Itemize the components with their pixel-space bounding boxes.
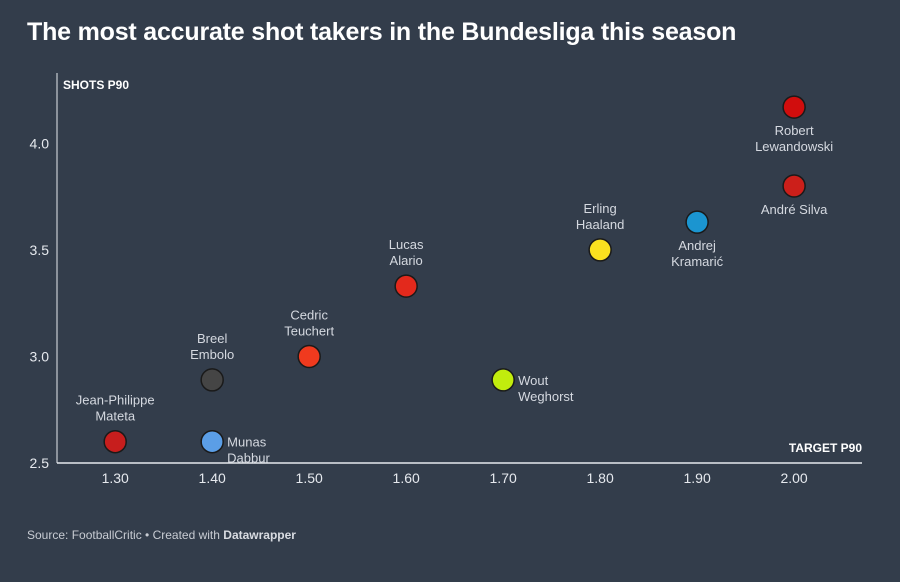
point-label: Alario bbox=[390, 253, 423, 268]
data-point[interactable] bbox=[782, 174, 806, 198]
data-point[interactable] bbox=[200, 368, 224, 392]
data-point[interactable] bbox=[782, 95, 806, 119]
axes: 2.5 3.0 3.5 4.0 1.30 1.40 1.50 1.60 1.70 1.80 1.90… bbox=[30, 73, 862, 486]
point-label: Breel bbox=[197, 331, 227, 346]
point-label: Teuchert bbox=[284, 323, 334, 338]
y-tick-label: 4.0 bbox=[30, 135, 50, 151]
point-label: Cedric bbox=[290, 307, 328, 322]
brand-link[interactable]: Datawrapper bbox=[223, 528, 296, 542]
data-points bbox=[103, 95, 806, 454]
x-tick-label: 1.80 bbox=[587, 470, 614, 486]
point-label: Lucas bbox=[389, 237, 424, 252]
data-point[interactable] bbox=[685, 210, 709, 234]
point-label: Mateta bbox=[95, 409, 136, 424]
x-tick-label: 1.90 bbox=[683, 470, 710, 486]
data-point[interactable] bbox=[588, 238, 612, 262]
point-label: Andrej bbox=[678, 238, 716, 253]
data-point[interactable] bbox=[394, 274, 418, 298]
point-label: Kramarić bbox=[671, 254, 724, 269]
x-tick-label: 2.00 bbox=[780, 470, 807, 486]
x-tick-label: 1.50 bbox=[296, 470, 323, 486]
point-label: Erling bbox=[584, 201, 617, 216]
source-text: Source: FootballCritic • Created with bbox=[27, 528, 224, 542]
point-label: Embolo bbox=[190, 347, 234, 362]
point-label: Dabbur bbox=[227, 451, 270, 466]
data-point[interactable] bbox=[200, 429, 224, 454]
x-tick-label: 1.40 bbox=[199, 470, 226, 486]
y-tick-label: 3.5 bbox=[30, 242, 50, 258]
point-label: Weghorst bbox=[518, 389, 574, 404]
y-tick-label: 2.5 bbox=[30, 455, 50, 471]
data-point[interactable] bbox=[297, 344, 321, 369]
y-axis-title: SHOTS P90 bbox=[63, 78, 129, 92]
point-label: Jean-Philippe bbox=[76, 393, 155, 408]
point-label: Haaland bbox=[576, 217, 624, 232]
x-tick-label: 1.70 bbox=[490, 470, 517, 486]
x-tick-label: 1.60 bbox=[393, 470, 420, 486]
point-label: Lewandowski bbox=[755, 139, 833, 154]
point-label: Robert bbox=[775, 123, 814, 138]
point-label: André Silva bbox=[761, 202, 828, 217]
footer: Source: FootballCritic • Created with Da… bbox=[27, 528, 296, 542]
chart-title: The most accurate shot takers in the Bun… bbox=[27, 18, 737, 46]
point-label: Wout bbox=[518, 373, 548, 388]
x-tick-label: 1.30 bbox=[102, 470, 129, 486]
x-axis-title: TARGET P90 bbox=[789, 441, 862, 455]
data-point[interactable] bbox=[103, 429, 127, 454]
y-tick-label: 3.0 bbox=[30, 348, 50, 364]
point-label: Munas bbox=[227, 435, 267, 450]
data-point[interactable] bbox=[491, 368, 515, 392]
